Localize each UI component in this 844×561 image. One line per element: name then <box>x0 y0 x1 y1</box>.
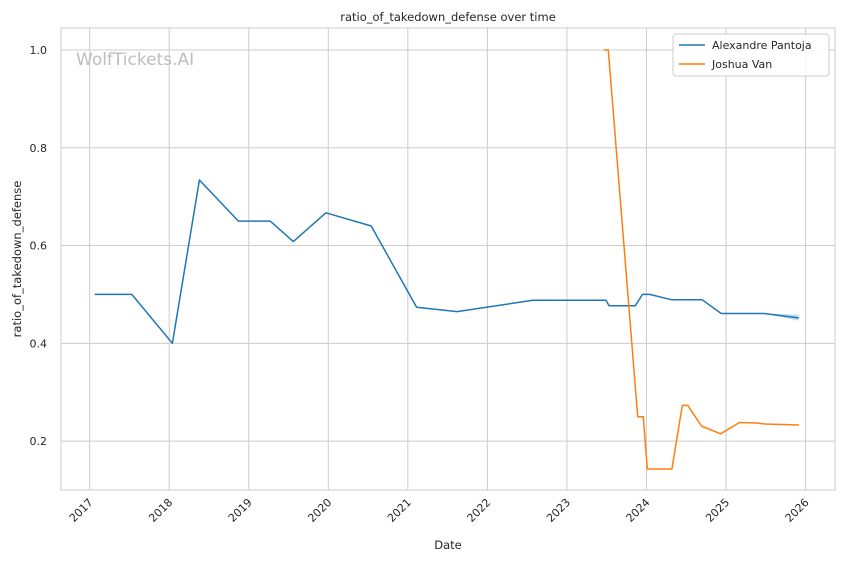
series-lines <box>94 49 800 470</box>
legend: Alexandre Pantoja Joshua Van <box>672 33 830 77</box>
series-line-pantoja <box>94 179 800 345</box>
y-tick-label: 0.8 <box>30 142 48 155</box>
grid-lines <box>61 28 835 490</box>
y-tick-label: 0.4 <box>30 337 48 350</box>
legend-box <box>672 33 830 77</box>
confidence-band <box>764 313 799 321</box>
y-tick-label: 0.2 <box>30 435 48 448</box>
plot-area <box>60 27 836 491</box>
watermark-text: WolfTickets.AI <box>76 50 194 70</box>
legend-label-pantoja: Alexandre Pantoja <box>712 39 812 52</box>
chart-title: ratio_of_takedown_defense over time <box>340 10 556 24</box>
legend-label-van: Joshua Van <box>711 58 772 71</box>
series-line-van <box>603 49 800 470</box>
y-tick-label: 0.6 <box>30 240 48 253</box>
y-tick-label: 1.0 <box>30 44 48 57</box>
confidence-bands <box>764 313 799 321</box>
x-axis-label: Date <box>434 538 462 552</box>
y-axis-label: ratio_of_takedown_defense <box>10 181 24 338</box>
y-tick-labels: 0.2 0.4 0.6 0.8 1.0 <box>30 44 48 448</box>
